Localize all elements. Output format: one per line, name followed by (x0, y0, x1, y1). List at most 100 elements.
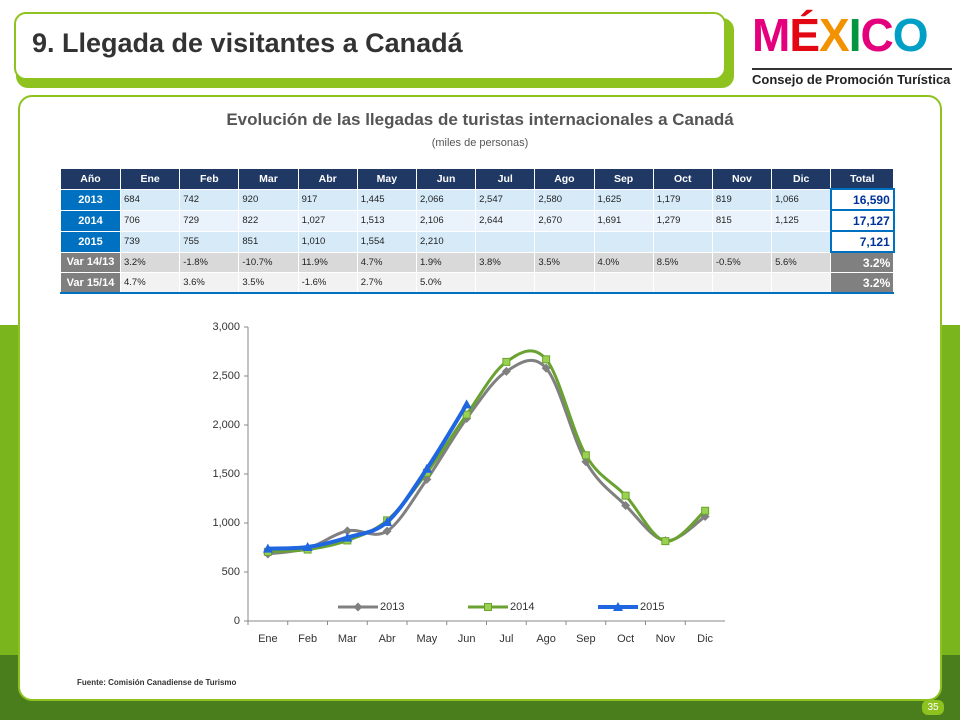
x-tick-label: May (416, 633, 437, 645)
marker (421, 463, 432, 473)
header-cell: Abr (297, 168, 358, 190)
table-cell: 1.9% (415, 251, 477, 273)
table-cell: -10.7% (238, 251, 299, 273)
table-cell: 2015 (60, 230, 121, 253)
data-table: Año Ene Feb Mar Abr May Jun Jul Ago Sep Oct Nov Dic T… (60, 168, 895, 294)
series-line (267, 403, 469, 551)
marker (342, 526, 352, 536)
table-row: Var 15/14 4.7% 3.6% 3.5% -1.6% 2.7% 5.0% 3.2% (60, 272, 895, 294)
table-cell: 2.7% (356, 272, 417, 294)
table-cell (534, 272, 595, 294)
table-cell (771, 272, 832, 294)
x-tick-label: Ene (258, 633, 278, 645)
marker (302, 542, 313, 552)
x-tick-label: Jun (458, 633, 476, 645)
marker (581, 451, 590, 460)
table-cell: 4.7% (356, 251, 417, 273)
y-tick-label: 3,000 (212, 321, 240, 333)
x-tick-label: Ago (536, 633, 556, 645)
marker (542, 355, 551, 364)
logo-letter: M (752, 9, 790, 61)
x-tick-label: Sep (576, 633, 596, 645)
table-cell: 1,554 (356, 230, 417, 253)
table-cell: 815 (711, 209, 773, 232)
logo: MÉXICO (752, 8, 928, 62)
table-cell: 16,590 (829, 188, 895, 211)
table-cell: 3.5% (238, 272, 299, 294)
table-cell (475, 230, 536, 253)
table-cell: 2,644 (475, 209, 536, 232)
y-tick-label: 2,000 (212, 419, 240, 431)
marker (613, 602, 623, 611)
source: Fuente: Comisión Canadiense de Turismo (77, 678, 237, 687)
table-cell: 3.2% (830, 272, 895, 294)
x-tick-label: Mar (338, 633, 357, 645)
page-number: 35 (922, 700, 944, 715)
table-cell: 920 (238, 188, 299, 211)
x-tick-label: Dic (697, 633, 713, 645)
table-cell: 7,121 (829, 230, 895, 253)
header-cell: Dic (771, 168, 832, 190)
table-cell: 1,027 (297, 209, 358, 232)
header-cell: Jul (475, 168, 536, 190)
x-tick-label: Abr (379, 633, 396, 645)
table-cell: 17,127 (829, 209, 895, 232)
table-cell: 3.2% (119, 251, 181, 273)
table-cell: 11.9% (297, 251, 358, 273)
table-cell: 1,010 (297, 230, 358, 253)
marker (462, 410, 471, 419)
marker (621, 491, 630, 500)
table-cell: 1,513 (356, 209, 417, 232)
table-cell: -1.6% (297, 272, 358, 294)
marker (382, 517, 393, 527)
header-cell: Año (60, 168, 121, 190)
table-row: Var 14/13 3.2% -1.8% -10.7% 11.9% 4.7% 1.9% 3.8… (60, 251, 895, 273)
marker (621, 500, 631, 510)
table-cell (711, 230, 773, 253)
table-cell: 917 (297, 188, 358, 211)
table-cell: 755 (179, 230, 240, 253)
table-cell: 8.5% (652, 251, 713, 273)
logo-letter: C (860, 9, 893, 61)
table-cell: 2,106 (415, 209, 477, 232)
x-tick-label: Jul (499, 633, 513, 645)
marker (382, 526, 392, 536)
series-line (267, 358, 706, 556)
marker (661, 537, 670, 546)
y-tick-label: 1,500 (212, 468, 240, 480)
x-tick-label: Feb (298, 633, 317, 645)
y-tick-label: 2,500 (212, 370, 240, 382)
table-cell: 742 (179, 188, 240, 211)
header-cell: Ene (119, 168, 181, 190)
header-cell: Mar (238, 168, 299, 190)
marker (501, 366, 511, 376)
marker (701, 506, 710, 515)
marker (461, 399, 472, 409)
table-row: 2013 684 742 920 917 1,445 2,066 2,547 2,580 1,62… (60, 188, 895, 211)
table-cell: 3.2% (830, 251, 895, 273)
slide-title: 9. Llegada de visitantes a Canadá (32, 28, 463, 58)
marker (502, 357, 511, 366)
header-row: Año Ene Feb Mar Abr May Jun Jul Ago Sep Oct Nov Dic T… (60, 168, 895, 190)
table-cell: 2,547 (475, 188, 536, 211)
table-cell (593, 272, 654, 294)
legend-label: 2014 (510, 601, 534, 613)
table-cell (652, 272, 713, 294)
table-subtitle: (miles de personas) (431, 137, 529, 149)
x-tick-label: Nov (656, 633, 676, 645)
logo-subtitle: Consejo de Promoción Turística (752, 68, 952, 87)
marker (262, 543, 273, 553)
table-cell: 3.5% (534, 251, 595, 273)
table-cell: -0.5% (711, 251, 773, 273)
x-tick-label: Oct (617, 633, 634, 645)
legend-label: 2015 (640, 601, 664, 613)
table-cell: 4.7% (119, 272, 181, 294)
marker (342, 532, 353, 542)
table-cell: 3.8% (475, 251, 536, 273)
table-row: 2015 739 755 851 1,010 1,554 2,210 7,121 (60, 230, 895, 253)
table-cell: 3.6% (179, 272, 240, 294)
logo-letter: É (789, 9, 820, 61)
marker (484, 603, 492, 611)
